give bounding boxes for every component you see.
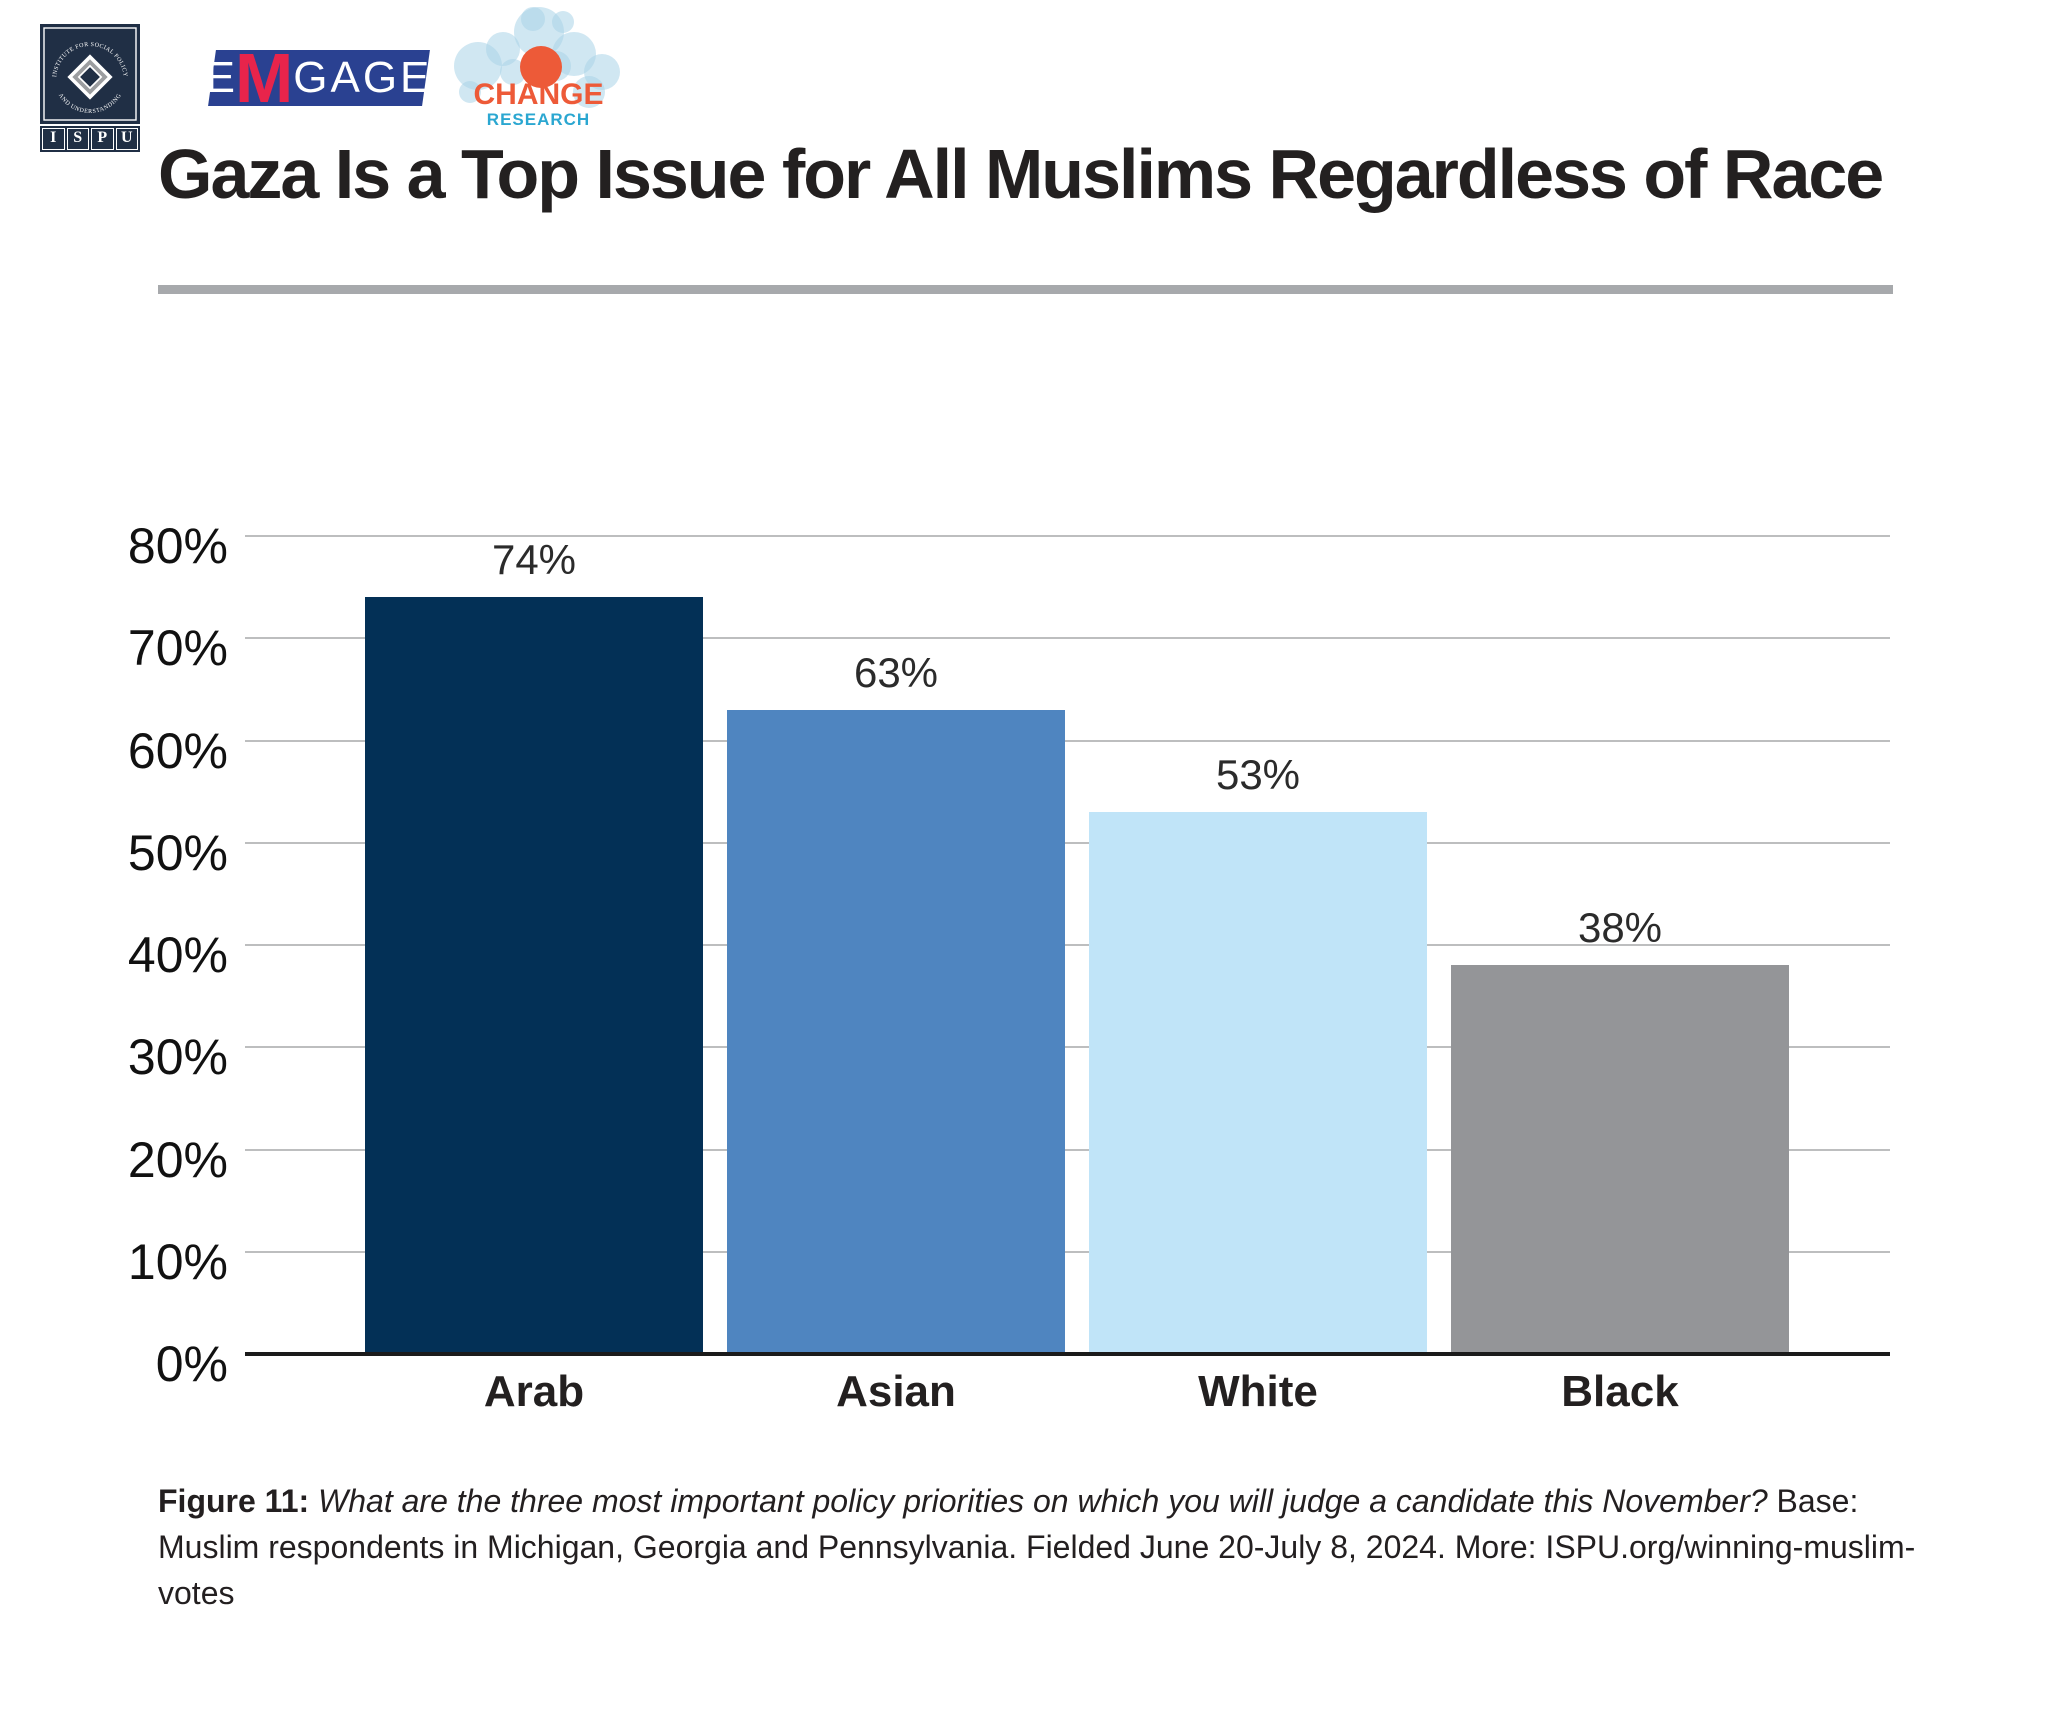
change-bubble-icon bbox=[459, 81, 481, 103]
ispu-diamond-icon bbox=[67, 54, 113, 100]
y-axis-tick-label: 40% bbox=[127, 927, 228, 983]
ispu-letter-cell: P bbox=[91, 128, 114, 150]
bar-value-label: 63% bbox=[853, 648, 939, 696]
caption-question: What are the three most important policy… bbox=[318, 1483, 1768, 1519]
bar-value-label: 53% bbox=[1215, 751, 1301, 799]
x-axis-line bbox=[245, 1352, 1890, 1356]
figure-title: Gaza Is a Top Issue for All Muslims Rega… bbox=[158, 135, 1884, 213]
ispu-logo: INSTITUTE FOR SOCIAL POLICY AND UNDERSTA… bbox=[40, 24, 140, 152]
emgage-logo: E M GAGE bbox=[200, 40, 438, 116]
y-axis-tick-label: 30% bbox=[127, 1029, 228, 1086]
x-axis-category-label: Asian bbox=[836, 1367, 956, 1416]
y-axis-tick-label: 10% bbox=[127, 1233, 228, 1290]
change-research-logo: CHANGE RESEARCH bbox=[454, 4, 621, 139]
ispu-letter-band: I S P U bbox=[40, 126, 140, 152]
bar-value-label: 38% bbox=[1577, 904, 1663, 952]
change-bubble-icon bbox=[521, 7, 545, 31]
plot-gridline bbox=[245, 535, 1890, 537]
x-axis-category-label: White bbox=[1198, 1367, 1318, 1416]
emgage-wordmark: E M GAGE bbox=[200, 40, 438, 116]
change-bubble-icon bbox=[573, 76, 605, 108]
change-wordmark-line1: CHANGE bbox=[473, 78, 604, 111]
y-axis-tick-label: 70% bbox=[127, 620, 228, 677]
bar bbox=[1089, 812, 1427, 1354]
caption-base-text: Base: Muslim respondents in Michigan, Ge… bbox=[158, 1483, 1916, 1611]
ispu-letter-cell: S bbox=[66, 128, 89, 150]
plot-gridline bbox=[245, 841, 1890, 844]
y-axis-tick-label: 60% bbox=[127, 722, 228, 779]
y-axis-tick-label: 80% bbox=[127, 518, 228, 574]
bar bbox=[727, 709, 1065, 1354]
change-bubble-icon bbox=[552, 11, 574, 33]
plot-gridline bbox=[245, 637, 1890, 640]
ispu-letter-cell: I bbox=[42, 128, 65, 150]
y-axis-tick-label: 0% bbox=[155, 1336, 228, 1392]
logo-row: INSTITUTE FOR SOCIAL POLICY AND UNDERSTA… bbox=[0, 0, 2048, 170]
plot-gridline bbox=[245, 1046, 1890, 1049]
plot-gridline bbox=[245, 1250, 1890, 1253]
x-axis-category-label: Arab bbox=[483, 1367, 585, 1416]
y-axis-tick-label: 20% bbox=[127, 1131, 228, 1188]
emgage-wordmark-m: M bbox=[234, 39, 297, 117]
plot-gridline bbox=[245, 739, 1890, 742]
caption-label: Figure 11: bbox=[158, 1483, 310, 1519]
plot-gridline bbox=[245, 944, 1890, 946]
bar bbox=[365, 597, 703, 1354]
ispu-logo-square: INSTITUTE FOR SOCIAL POLICY AND UNDERSTA… bbox=[40, 24, 140, 124]
figure-caption: Figure 11: What are the three most impor… bbox=[158, 1478, 1918, 1616]
bar-value-label: 74% bbox=[491, 536, 577, 584]
plot-gridline bbox=[245, 1148, 1890, 1151]
y-axis-tick-label: 50% bbox=[127, 824, 228, 881]
ispu-letter-cell: U bbox=[115, 128, 138, 150]
emgage-wordmark-part: GAGE bbox=[293, 53, 433, 102]
change-wordmark-line2: RESEARCH bbox=[486, 110, 591, 129]
title-rule bbox=[158, 285, 1893, 294]
emgage-wordmark-part: E bbox=[205, 53, 238, 102]
x-axis-category-label: Black bbox=[1561, 1367, 1679, 1416]
bar bbox=[1451, 965, 1789, 1354]
change-orange-dot-icon bbox=[520, 46, 562, 88]
